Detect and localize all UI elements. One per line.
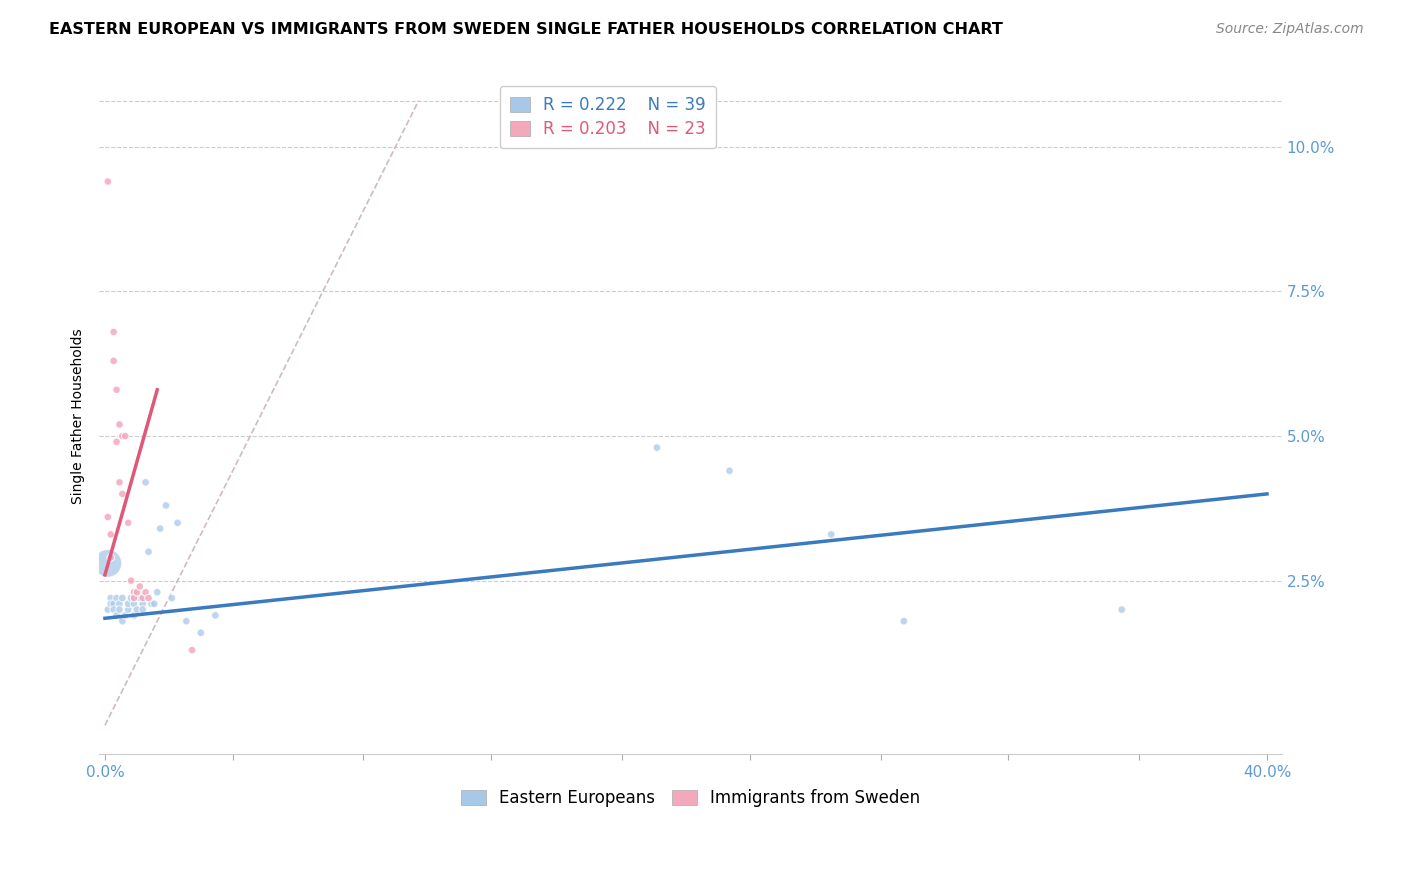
Point bbox=[103, 354, 125, 368]
Point bbox=[120, 591, 142, 605]
Point bbox=[155, 499, 177, 513]
Y-axis label: Single Father Households: Single Father Households bbox=[72, 328, 86, 504]
Point bbox=[146, 585, 169, 599]
Text: EASTERN EUROPEAN VS IMMIGRANTS FROM SWEDEN SINGLE FATHER HOUSEHOLDS CORRELATION : EASTERN EUROPEAN VS IMMIGRANTS FROM SWED… bbox=[49, 22, 1002, 37]
Point bbox=[114, 429, 136, 443]
Point bbox=[131, 602, 153, 616]
Point bbox=[135, 475, 157, 490]
Point bbox=[108, 597, 131, 611]
Point bbox=[97, 557, 120, 571]
Point bbox=[108, 602, 131, 616]
Point bbox=[149, 522, 172, 536]
Legend: Eastern Europeans, Immigrants from Sweden: Eastern Europeans, Immigrants from Swede… bbox=[454, 782, 927, 814]
Point bbox=[97, 602, 120, 616]
Point bbox=[160, 591, 183, 605]
Point bbox=[111, 429, 134, 443]
Point bbox=[128, 591, 150, 605]
Point bbox=[645, 441, 668, 455]
Point bbox=[122, 591, 145, 605]
Point bbox=[100, 550, 122, 565]
Point bbox=[103, 325, 125, 339]
Point bbox=[103, 602, 125, 616]
Point bbox=[135, 585, 157, 599]
Point bbox=[131, 597, 153, 611]
Point bbox=[97, 175, 120, 189]
Point bbox=[103, 597, 125, 611]
Point bbox=[117, 597, 139, 611]
Point bbox=[111, 591, 134, 605]
Point bbox=[105, 383, 128, 397]
Point bbox=[100, 597, 122, 611]
Point bbox=[718, 464, 741, 478]
Point bbox=[125, 585, 148, 599]
Point bbox=[141, 597, 163, 611]
Point bbox=[190, 625, 212, 640]
Point bbox=[204, 608, 226, 623]
Point bbox=[122, 585, 145, 599]
Point bbox=[166, 516, 188, 530]
Point bbox=[138, 591, 160, 605]
Point bbox=[100, 591, 122, 605]
Point bbox=[117, 516, 139, 530]
Point bbox=[97, 510, 120, 524]
Point bbox=[138, 545, 160, 559]
Point bbox=[120, 574, 142, 588]
Point bbox=[128, 579, 150, 593]
Point bbox=[122, 608, 145, 623]
Point bbox=[100, 527, 122, 541]
Point bbox=[111, 487, 134, 501]
Point bbox=[111, 614, 134, 628]
Point bbox=[122, 597, 145, 611]
Point bbox=[105, 608, 128, 623]
Point bbox=[125, 602, 148, 616]
Point bbox=[174, 614, 197, 628]
Text: Source: ZipAtlas.com: Source: ZipAtlas.com bbox=[1216, 22, 1364, 37]
Point bbox=[108, 475, 131, 490]
Point bbox=[108, 417, 131, 432]
Point bbox=[114, 608, 136, 623]
Point bbox=[143, 597, 166, 611]
Point bbox=[131, 591, 153, 605]
Point bbox=[105, 434, 128, 449]
Point bbox=[181, 643, 204, 657]
Point bbox=[893, 614, 915, 628]
Point bbox=[117, 602, 139, 616]
Point bbox=[1111, 602, 1133, 616]
Point bbox=[105, 591, 128, 605]
Point bbox=[820, 527, 842, 541]
